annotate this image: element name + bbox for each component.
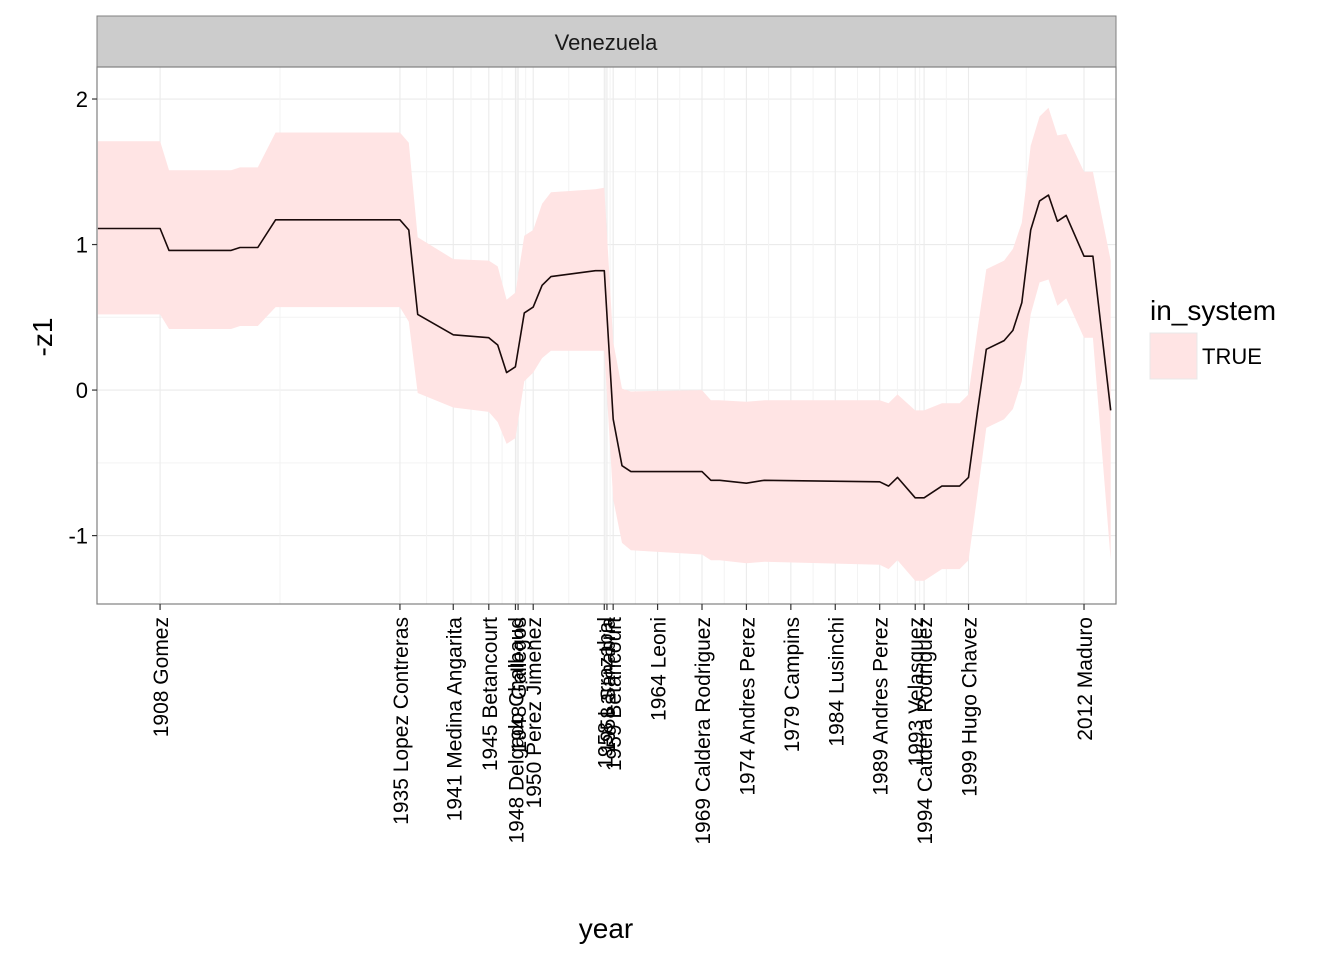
y-tick-label: 2 bbox=[76, 87, 88, 112]
facet-strip bbox=[96, 15, 1117, 68]
line-layer bbox=[97, 194, 1112, 499]
y-axis-title: -z1 bbox=[27, 318, 58, 357]
legend-title: in_system bbox=[1150, 295, 1276, 326]
x-tick-label: 1941 Medina Angarita bbox=[443, 617, 466, 822]
x-tick-label: 1948 Gallegos bbox=[508, 617, 531, 752]
legend: in_system TRUE bbox=[1149, 295, 1276, 380]
x-tick-label: 1945 Betancourt bbox=[479, 617, 502, 771]
x-tick-label: 1950 Perez Jimenez bbox=[523, 617, 546, 808]
confidence-ribbon bbox=[97, 107, 1111, 581]
x-tick-label: 1993 Velasquez bbox=[905, 617, 928, 766]
y-axis: -1 0 1 2 bbox=[68, 87, 97, 549]
x-tick-label: 1958 Larrazabal bbox=[594, 617, 617, 769]
x-axis: 1908 Gomez 1935 Lopez Contreras 1941 Medin… bbox=[150, 604, 1097, 845]
x-tick-label: 2012 Maduro bbox=[1074, 617, 1097, 741]
x-tick-label: 1969 Caldera Rodriguez bbox=[692, 617, 715, 845]
y-tick-label: -1 bbox=[68, 524, 88, 549]
y-tick-label: 1 bbox=[76, 233, 88, 258]
x-tick-label: 1964 Leoni bbox=[648, 617, 671, 721]
x-axis-title: year bbox=[579, 913, 633, 944]
facet-strip-label: Venezuela bbox=[555, 30, 659, 55]
x-tick-label: 1994 Caldera Rodriguez bbox=[914, 617, 937, 845]
x-tick-label: 1948 Delgado Chalbaud bbox=[505, 617, 528, 844]
x-tick-label: 1979 Campins bbox=[781, 617, 804, 752]
y-tick-label: 0 bbox=[76, 378, 88, 403]
legend-key bbox=[1149, 332, 1198, 380]
x-tick-label: 1999 Hugo Chavez bbox=[959, 617, 982, 797]
x-tick-label: 1959 Betancourt bbox=[603, 617, 626, 771]
x-tick-label: 1908 Gomez bbox=[150, 617, 173, 737]
x-tick-label: 1974 Andres Perez bbox=[736, 617, 759, 796]
ribbon-layer bbox=[97, 107, 1111, 581]
x-tick-label: 1984 Lusinchi bbox=[825, 617, 848, 747]
series-line bbox=[97, 194, 1112, 499]
x-tick-label: 1989 Andres Perez bbox=[870, 617, 893, 796]
x-tick-label: 1935 Lopez Contreras bbox=[390, 617, 413, 825]
x-tick-label: 1958 Sanabria bbox=[597, 617, 620, 754]
legend-label-true: TRUE bbox=[1202, 344, 1262, 369]
